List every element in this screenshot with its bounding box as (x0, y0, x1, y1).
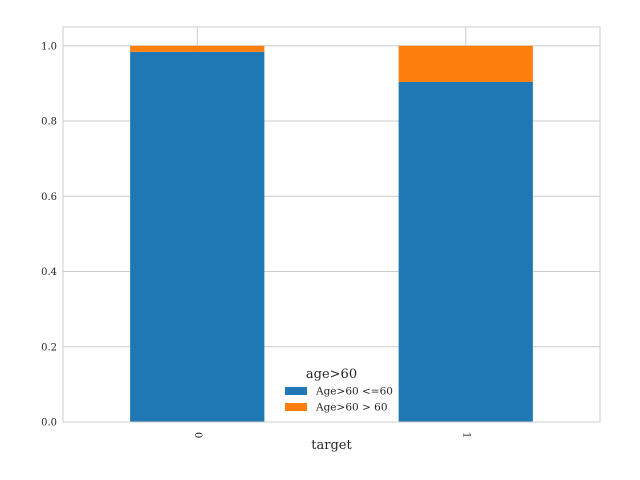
bar-segment (398, 45, 533, 82)
legend: age>60 Age>60 <=60 Age>60 > 60 (285, 367, 393, 414)
legend-swatch (285, 387, 307, 395)
y-tick-label: 0.2 (41, 342, 57, 353)
bar-segment (398, 81, 533, 422)
y-tick-label: 0.8 (41, 117, 57, 128)
legend-entry: Age>60 <=60 (315, 386, 393, 398)
y-tick-label: 0.0 (41, 418, 57, 429)
x-axis-label: target (311, 438, 352, 453)
x-tick-label: 0 (192, 432, 203, 438)
bar-segment (130, 45, 265, 52)
y-tick-label: 1.0 (41, 41, 57, 52)
y-axis-ticks: 0.0 0.2 0.4 0.6 0.8 1.0 (41, 41, 57, 428)
legend-title: age>60 (306, 367, 357, 382)
y-tick-label: 0.4 (41, 267, 57, 278)
legend-swatch (285, 403, 307, 411)
legend-entry: Age>60 > 60 (315, 402, 388, 414)
bars (130, 45, 533, 422)
x-tick-label: 1 (460, 432, 471, 438)
bar-segment (130, 51, 265, 422)
y-tick-label: 0.6 (41, 192, 57, 203)
plot-frame (62, 26, 601, 423)
